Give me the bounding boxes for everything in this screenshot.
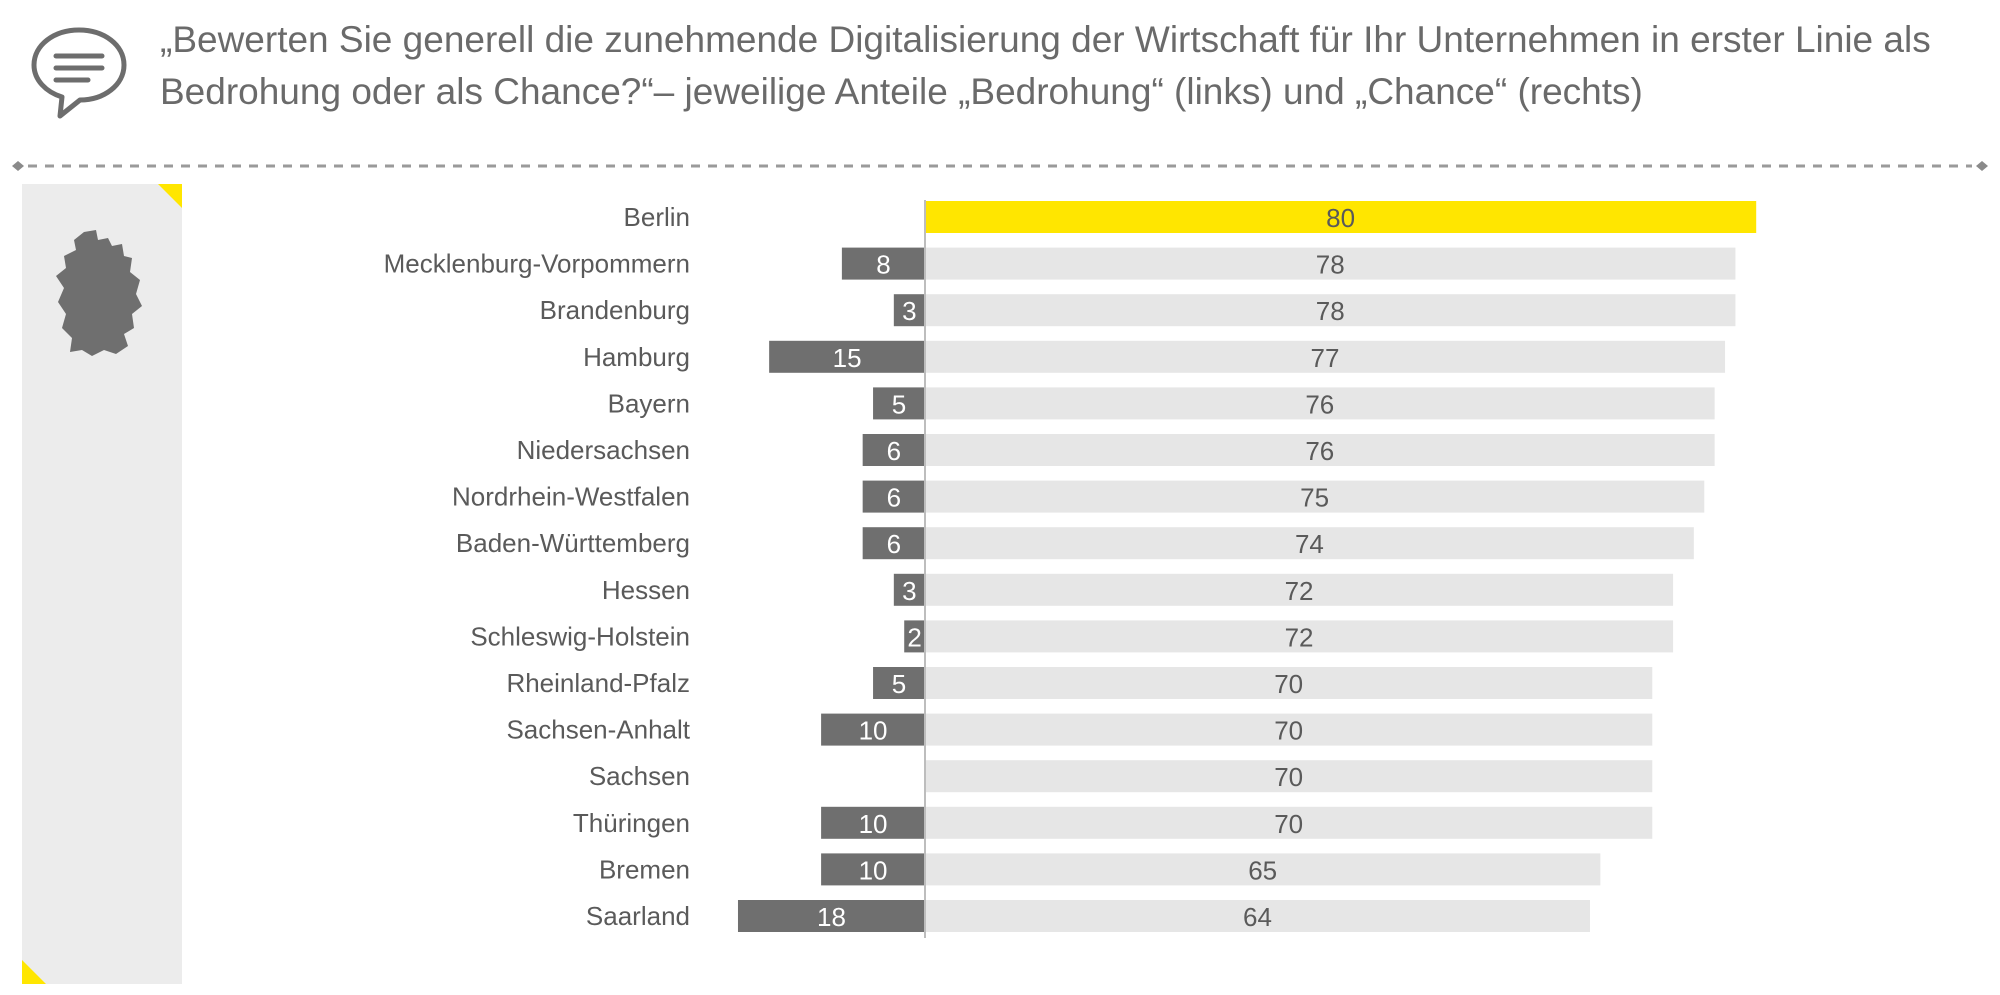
- speech-bubble-icon: [31, 27, 127, 119]
- threat-value-label: 8: [876, 250, 890, 280]
- category-label: Rheinland-Pfalz: [506, 668, 690, 698]
- chance-value-label: 74: [1295, 529, 1324, 559]
- chance-bar: [925, 247, 1736, 280]
- threat-bar: [862, 480, 925, 513]
- chance-value-label: 70: [1274, 809, 1303, 839]
- chance-bar: [925, 527, 1694, 560]
- chance-value-label: 80: [1326, 203, 1355, 233]
- category-label: Schleswig-Holstein: [470, 621, 690, 651]
- threat-bar: [821, 853, 925, 886]
- category-label: Thüringen: [573, 808, 690, 838]
- chance-bar: [925, 340, 1726, 373]
- threat-value-label: 6: [887, 436, 901, 466]
- chance-bar: [925, 573, 1674, 606]
- chance-value-label: 77: [1311, 343, 1340, 373]
- chance-value-label: 75: [1300, 483, 1329, 513]
- category-label: Sachsen-Anhalt: [506, 715, 690, 745]
- page-title: „Bewerten Sie generell die zunehmende Di…: [160, 19, 1931, 112]
- category-label: Hamburg: [583, 342, 690, 372]
- chance-value-label: 76: [1305, 389, 1334, 419]
- threat-value-label: 10: [859, 716, 888, 746]
- threat-bar: [862, 434, 925, 466]
- threat-value-label: 10: [859, 855, 888, 885]
- threat-bar: [737, 900, 925, 932]
- threat-value-label: 2: [907, 622, 921, 652]
- chance-value-label: 65: [1248, 855, 1277, 885]
- threat-value-label: 5: [892, 389, 906, 419]
- threat-value-label: 5: [892, 669, 906, 699]
- chance-value-label: 64: [1243, 902, 1272, 932]
- chance-bar: [925, 387, 1715, 420]
- threat-bar: [873, 387, 925, 420]
- threat-value-label: 6: [887, 483, 901, 513]
- threat-bar: [769, 340, 925, 373]
- corner-accent-top: [158, 184, 182, 208]
- chance-bar: [925, 760, 1653, 793]
- chance-value-label: 72: [1285, 576, 1314, 606]
- threat-bar: [904, 620, 925, 653]
- corner-accent-bottom: [22, 960, 46, 984]
- category-label: Brandenburg: [540, 295, 690, 325]
- threat-bar: [893, 294, 925, 327]
- side-panel: [22, 184, 182, 984]
- chance-value-label: 78: [1316, 296, 1345, 326]
- threat-bar: [821, 806, 925, 839]
- threat-value-label: 6: [887, 529, 901, 559]
- threat-bar: [893, 573, 925, 606]
- category-label: Saarland: [586, 901, 690, 931]
- chance-value-label: 70: [1274, 762, 1303, 792]
- chance-bar: [925, 806, 1653, 839]
- threat-bar: [821, 713, 925, 746]
- chance-bar: [925, 853, 1601, 886]
- bar-chart: Berlin 80 Mecklenburg-Vorpommern 78 8 Branden…: [384, 200, 1757, 938]
- chance-bar: [925, 201, 1757, 233]
- chance-value-label: 70: [1274, 716, 1303, 746]
- threat-bar: [862, 527, 925, 560]
- chance-bar: [925, 480, 1705, 513]
- dashed-divider: [12, 161, 1988, 171]
- threat-bar: [841, 247, 925, 280]
- chance-bar: [925, 620, 1674, 653]
- chance-value-label: 70: [1274, 669, 1303, 699]
- category-label: Nordrhein-Westfalen: [452, 482, 690, 512]
- chance-bar: [925, 667, 1653, 699]
- chance-bar: [925, 713, 1653, 746]
- category-label: Mecklenburg-Vorpommern: [384, 249, 690, 279]
- category-label: Sachsen: [589, 761, 690, 791]
- chance-bar: [925, 434, 1715, 466]
- category-label: Bremen: [599, 854, 690, 884]
- threat-value-label: 10: [859, 809, 888, 839]
- germany-map-icon: [56, 230, 142, 356]
- chance-bar: [925, 900, 1590, 932]
- threat-value-label: 18: [817, 902, 846, 932]
- category-label: Berlin: [624, 202, 690, 232]
- category-label: Niedersachsen: [517, 435, 690, 465]
- threat-value-label: 15: [833, 343, 862, 373]
- category-label: Baden-Württemberg: [456, 528, 690, 558]
- chance-value-label: 76: [1305, 436, 1334, 466]
- chance-value-label: 72: [1285, 622, 1314, 652]
- category-label: Hessen: [602, 575, 690, 605]
- threat-bar: [873, 667, 925, 699]
- category-label: Bayern: [608, 388, 690, 418]
- chance-bar: [925, 294, 1736, 327]
- threat-value-label: 3: [902, 296, 916, 326]
- chance-value-label: 78: [1316, 250, 1345, 280]
- threat-value-label: 3: [902, 576, 916, 606]
